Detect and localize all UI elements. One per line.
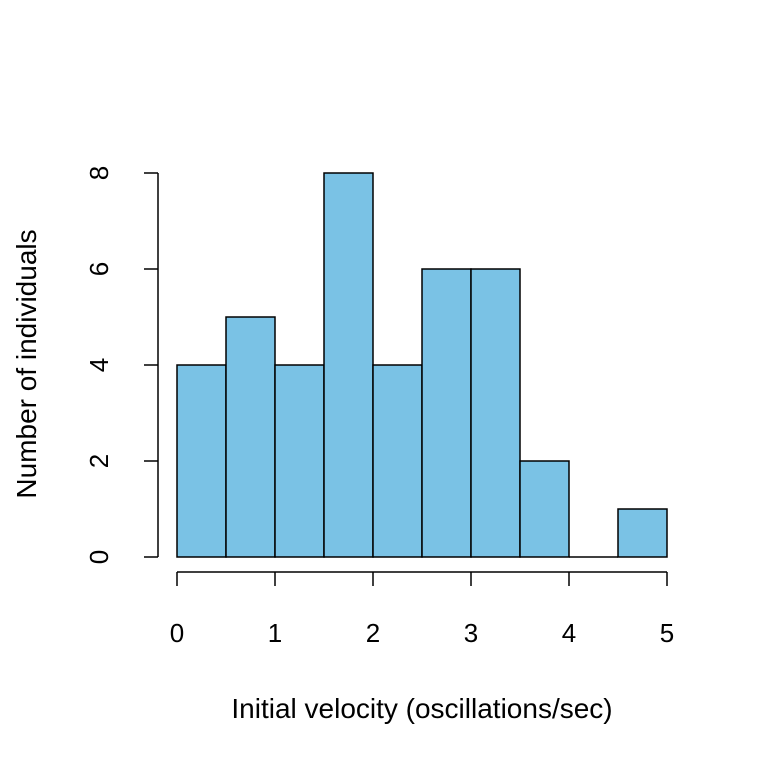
histogram-bar bbox=[323, 172, 374, 558]
x-tick-label: 3 bbox=[464, 618, 478, 648]
histogram-bar bbox=[274, 364, 325, 558]
x-tick-label: 4 bbox=[562, 618, 576, 648]
x-axis-title: Initial velocity (oscillations/sec) bbox=[231, 693, 612, 724]
histogram-bars bbox=[176, 172, 668, 558]
x-tick-label: 0 bbox=[170, 618, 184, 648]
x-tick-label: 2 bbox=[366, 618, 380, 648]
x-axis: 0 1 2 3 4 5 bbox=[170, 571, 674, 648]
histogram-bar bbox=[519, 460, 570, 558]
histogram-bar bbox=[617, 508, 668, 558]
y-tick-label: 0 bbox=[84, 550, 114, 564]
y-tick-label: 8 bbox=[84, 166, 114, 180]
histogram-bar bbox=[225, 316, 276, 558]
histogram-bar bbox=[372, 364, 423, 558]
histogram-bar bbox=[421, 268, 472, 558]
y-tick-label: 6 bbox=[84, 262, 114, 276]
x-tick-label: 1 bbox=[268, 618, 282, 648]
histogram-bar bbox=[470, 268, 521, 558]
y-tick-label: 2 bbox=[84, 454, 114, 468]
y-tick-label: 4 bbox=[84, 358, 114, 372]
histogram-bar bbox=[176, 364, 227, 558]
x-tick-label: 5 bbox=[660, 618, 674, 648]
y-axis: 0 2 4 6 8 bbox=[84, 166, 159, 564]
y-axis-title: Number of individuals bbox=[11, 229, 42, 498]
